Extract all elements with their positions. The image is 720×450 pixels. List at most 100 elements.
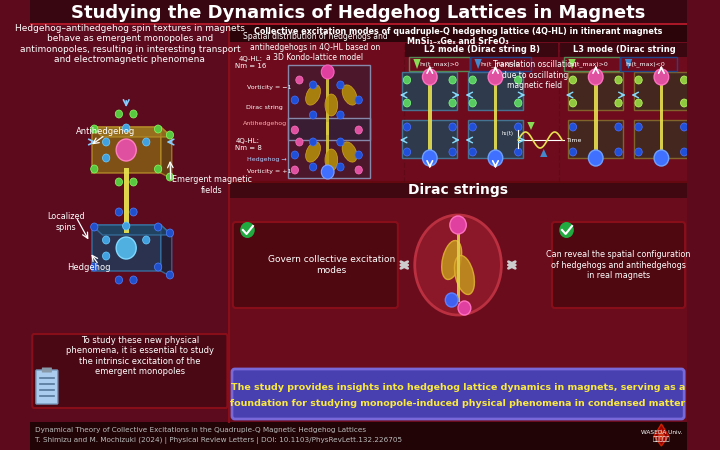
FancyBboxPatch shape [468,72,523,110]
Circle shape [570,148,577,156]
Text: Vorticity = +1: Vorticity = +1 [248,170,292,175]
Circle shape [570,76,577,84]
Polygon shape [474,59,482,69]
Circle shape [115,276,122,284]
Circle shape [355,151,362,159]
Polygon shape [625,59,632,69]
Polygon shape [540,149,547,157]
Polygon shape [161,225,172,277]
Circle shape [155,223,162,231]
Bar [287,65,369,140]
Circle shape [143,236,150,244]
Bar [229,25,687,422]
Circle shape [570,99,577,107]
Circle shape [615,76,622,84]
FancyBboxPatch shape [552,222,685,308]
FancyBboxPatch shape [91,127,161,173]
Text: Translation oscillation
due to oscillating
magnetic field: Translation oscillation due to oscillati… [492,60,577,90]
Circle shape [488,150,503,166]
Text: Emergent magnetic
fields: Emergent magnetic fields [172,176,252,195]
Circle shape [166,271,174,279]
Circle shape [296,138,303,146]
Circle shape [635,148,642,156]
Circle shape [166,173,174,181]
Ellipse shape [342,142,357,162]
Text: Antihedgehog: Antihedgehog [76,127,135,136]
Circle shape [240,222,255,238]
Circle shape [445,293,458,307]
FancyBboxPatch shape [232,369,684,419]
Polygon shape [658,429,665,441]
Circle shape [337,138,344,146]
Circle shape [515,148,522,156]
Circle shape [635,123,642,131]
Ellipse shape [325,149,338,171]
Circle shape [337,81,344,89]
Circle shape [559,222,574,238]
FancyBboxPatch shape [402,120,457,158]
Circle shape [355,126,362,134]
Circle shape [615,123,622,131]
Bar [287,118,369,178]
Circle shape [155,263,162,271]
Polygon shape [568,59,576,69]
Circle shape [680,148,688,156]
Text: Can reveal the spatial configuration
of hedgehogs and antihedgehogs
in real magn: Can reveal the spatial configuration of … [546,250,690,280]
Bar [30,23,687,25]
Circle shape [310,163,317,171]
Bar [594,75,598,155]
Text: T. Shimizu and M. Mochizuki (2024) | Physical Review Letters | DOI: 10.1103/Phys: T. Shimizu and M. Mochizuki (2024) | Phy… [35,436,402,444]
Bar [30,0,687,23]
Circle shape [654,69,669,85]
Circle shape [680,99,688,107]
Circle shape [102,252,109,260]
Circle shape [102,154,109,162]
FancyBboxPatch shape [568,120,623,158]
FancyBboxPatch shape [91,225,161,271]
Circle shape [91,125,98,133]
Text: Dirac string: Dirac string [246,105,282,111]
Circle shape [469,99,477,107]
Text: Hedgehog: Hedgehog [67,262,110,271]
Bar [660,75,663,155]
Text: MnSi₁₋ₓGeₓ and SrFeO₃: MnSi₁₋ₓGeₓ and SrFeO₃ [408,36,509,45]
Circle shape [515,76,522,84]
Circle shape [588,69,603,85]
Text: Dynamical Theory of Collective Excitations in the Quadruple-Q Magnetic Hedgehog : Dynamical Theory of Collective Excitatio… [35,427,366,433]
Circle shape [116,237,136,259]
Text: L3 mode (Dirac string: L3 mode (Dirac string [572,45,675,54]
Circle shape [355,166,362,174]
Text: Dirac strings: Dirac strings [408,183,508,197]
Circle shape [130,208,137,216]
Circle shape [115,178,122,186]
Circle shape [403,99,410,107]
Polygon shape [654,424,669,446]
Text: Spatial distribution of hedgehogs and
antihedgehogs in 4Q-HL based on
a 3D Kondo: Spatial distribution of hedgehogs and an… [243,32,387,62]
FancyBboxPatch shape [42,368,52,373]
Circle shape [291,126,299,134]
Polygon shape [161,127,172,179]
Text: Hedgehog →: Hedgehog → [248,157,287,162]
Circle shape [458,301,471,315]
Circle shape [469,123,477,131]
FancyBboxPatch shape [233,222,398,308]
Circle shape [130,110,137,118]
Text: h₃(t_max)<0: h₃(t_max)<0 [625,61,665,67]
Circle shape [155,125,162,133]
Ellipse shape [342,85,357,105]
Circle shape [102,236,109,244]
Circle shape [155,165,162,173]
Circle shape [122,124,130,132]
Text: Vorticity = −1: Vorticity = −1 [248,85,292,90]
Circle shape [130,178,137,186]
Bar [457,228,460,302]
Circle shape [291,151,299,159]
FancyBboxPatch shape [568,72,623,110]
Circle shape [515,99,522,107]
Bar [326,122,328,174]
Circle shape [166,229,174,237]
Ellipse shape [454,256,474,294]
FancyBboxPatch shape [402,72,457,110]
Ellipse shape [305,85,320,105]
Circle shape [337,163,344,171]
